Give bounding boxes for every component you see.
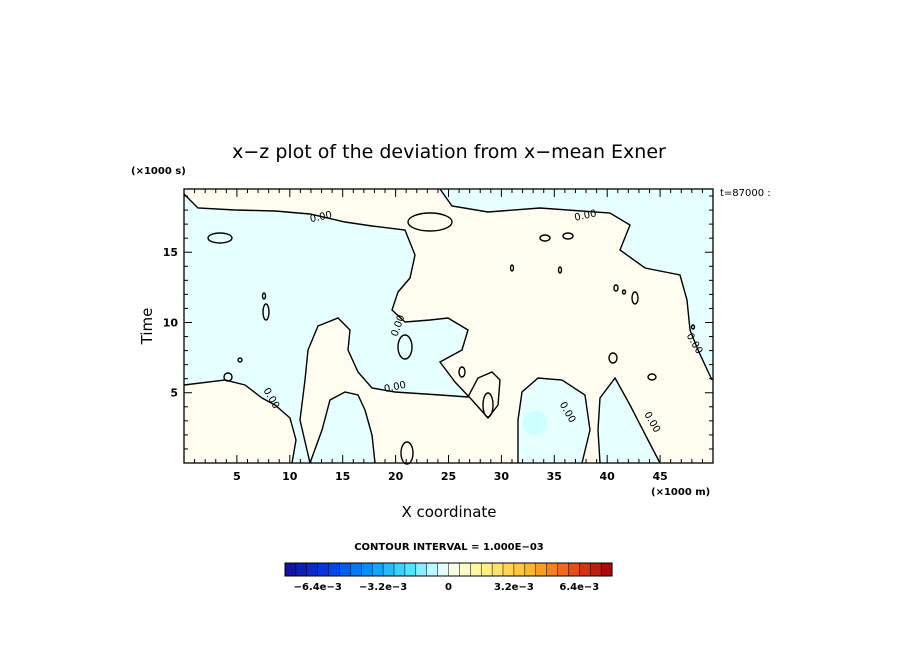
x-tick-label: 25 [441,470,456,483]
colorbar-labels: −6.4e−3 −3.2e−3 0 3.2e−3 6.4e−3 [294,582,600,593]
negative-blob [523,411,547,435]
y-tick-labels: 5 10 15 [163,246,179,400]
positive-region-left-bottom [184,380,296,463]
contour-label: 0.00 [383,380,407,395]
colorbar-tick-label: 0 [445,582,452,593]
colorbar-cell [371,562,384,577]
contour-loop [262,303,270,321]
colorbar-cell [284,562,297,577]
colorbar-cell [393,562,406,577]
contour-label: 0.00 [573,208,597,223]
colorbar-cell [524,562,537,577]
colorbar-cell [328,562,341,577]
y-axis-label: Time [138,308,156,346]
colorbar-cell [589,562,602,577]
contour-label: 0.00 [309,210,333,225]
contour-line [309,391,376,464]
y-multiplier-label: (×1000 s) [131,166,186,177]
colorbar-cell [513,562,526,577]
contour-interval-text: CONTOUR INTERVAL = 1.000E−03 [354,542,544,553]
x-tick-label: 5 [233,470,241,483]
x-tick-label: 30 [494,470,510,483]
contour-loop [562,232,574,240]
contour-line [183,193,501,464]
chart-title: x−z plot of the deviation from x−mean Ex… [232,141,666,163]
colorbar-cell [470,562,482,577]
contour-loop [613,284,619,292]
contour-loop [647,373,657,381]
contour-loop [690,324,696,330]
colorbar-frame [284,562,613,577]
x-tick-labels: 5 10 15 20 25 30 35 40 45 [233,470,668,483]
contour-loop [631,291,639,305]
colorbar-cell [491,562,504,577]
time-stamp: t=87000 : [720,188,771,199]
contour-line [517,377,591,464]
colorbar-cell [557,562,569,577]
colorbar-cell [382,562,395,577]
y-tick-label: 15 [163,246,178,259]
colorbar-tick-label: −3.2e−3 [359,582,407,593]
colorbar-cell [600,562,613,577]
x-tick-label: 10 [282,470,298,483]
colorbar-cell [448,562,460,577]
colorbar-cell [404,562,417,577]
colorbar-cell [426,562,439,577]
contour-loop [397,334,413,360]
colorbar-cell [361,562,373,577]
x-tick-label: 45 [652,470,667,483]
colorbar-cell [568,562,580,577]
colorbar-cell [546,562,559,577]
colorbar [284,562,613,577]
contour-loop [207,232,233,244]
contour-loop [509,264,515,272]
x-axis-label: X coordinate [401,503,496,521]
colorbar-cell [295,562,308,577]
x-tick-label: 15 [335,470,350,483]
contour-loop [608,352,618,364]
contour-line [439,188,713,381]
contour-loop [407,212,453,232]
x-tick-label: 35 [547,470,562,483]
colorbar-tick-label: −6.4e−3 [294,582,342,593]
colorbar-cell [459,562,471,577]
colorbar-tick-label: 3.2e−3 [494,582,534,593]
y-tick-label: 10 [163,316,179,329]
colorbar-cell [339,562,351,577]
contour-loop [539,234,551,242]
positive-regions [184,189,713,463]
colorbar-cell [437,562,450,577]
colorbar-cell [415,562,428,577]
contour-loop [400,441,414,465]
contour-loop [458,366,466,378]
y-tick-label: 5 [170,387,178,400]
x-multiplier-label: (×1000 m) [651,487,710,498]
y-minor-ticks [184,195,713,464]
colorbar-cell [350,562,362,577]
contour-loop [621,289,627,295]
colorbar-cell [502,562,515,577]
contour-line [597,376,661,464]
contour-loop [261,292,267,300]
colorbar-cell [306,562,319,577]
contour-loop [482,392,494,418]
colorbar-cell [480,562,493,577]
colorbar-cell [317,562,330,577]
colorbar-cell [535,562,548,577]
x-tick-label: 40 [600,470,616,483]
colorbar-tick-label: 6.4e−3 [559,582,599,593]
contour-loop [237,357,243,363]
x-minor-ticks [183,189,714,463]
contour-loop [223,372,233,382]
colorbar-cell [579,562,591,577]
plot-area: 0.00 0.000.000.00 0.000.00 0.000.00 [183,188,714,465]
zero-contours [183,188,713,465]
positive-region-center [184,189,713,463]
x-tick-label: 20 [388,470,404,483]
contour-loop [557,266,563,274]
